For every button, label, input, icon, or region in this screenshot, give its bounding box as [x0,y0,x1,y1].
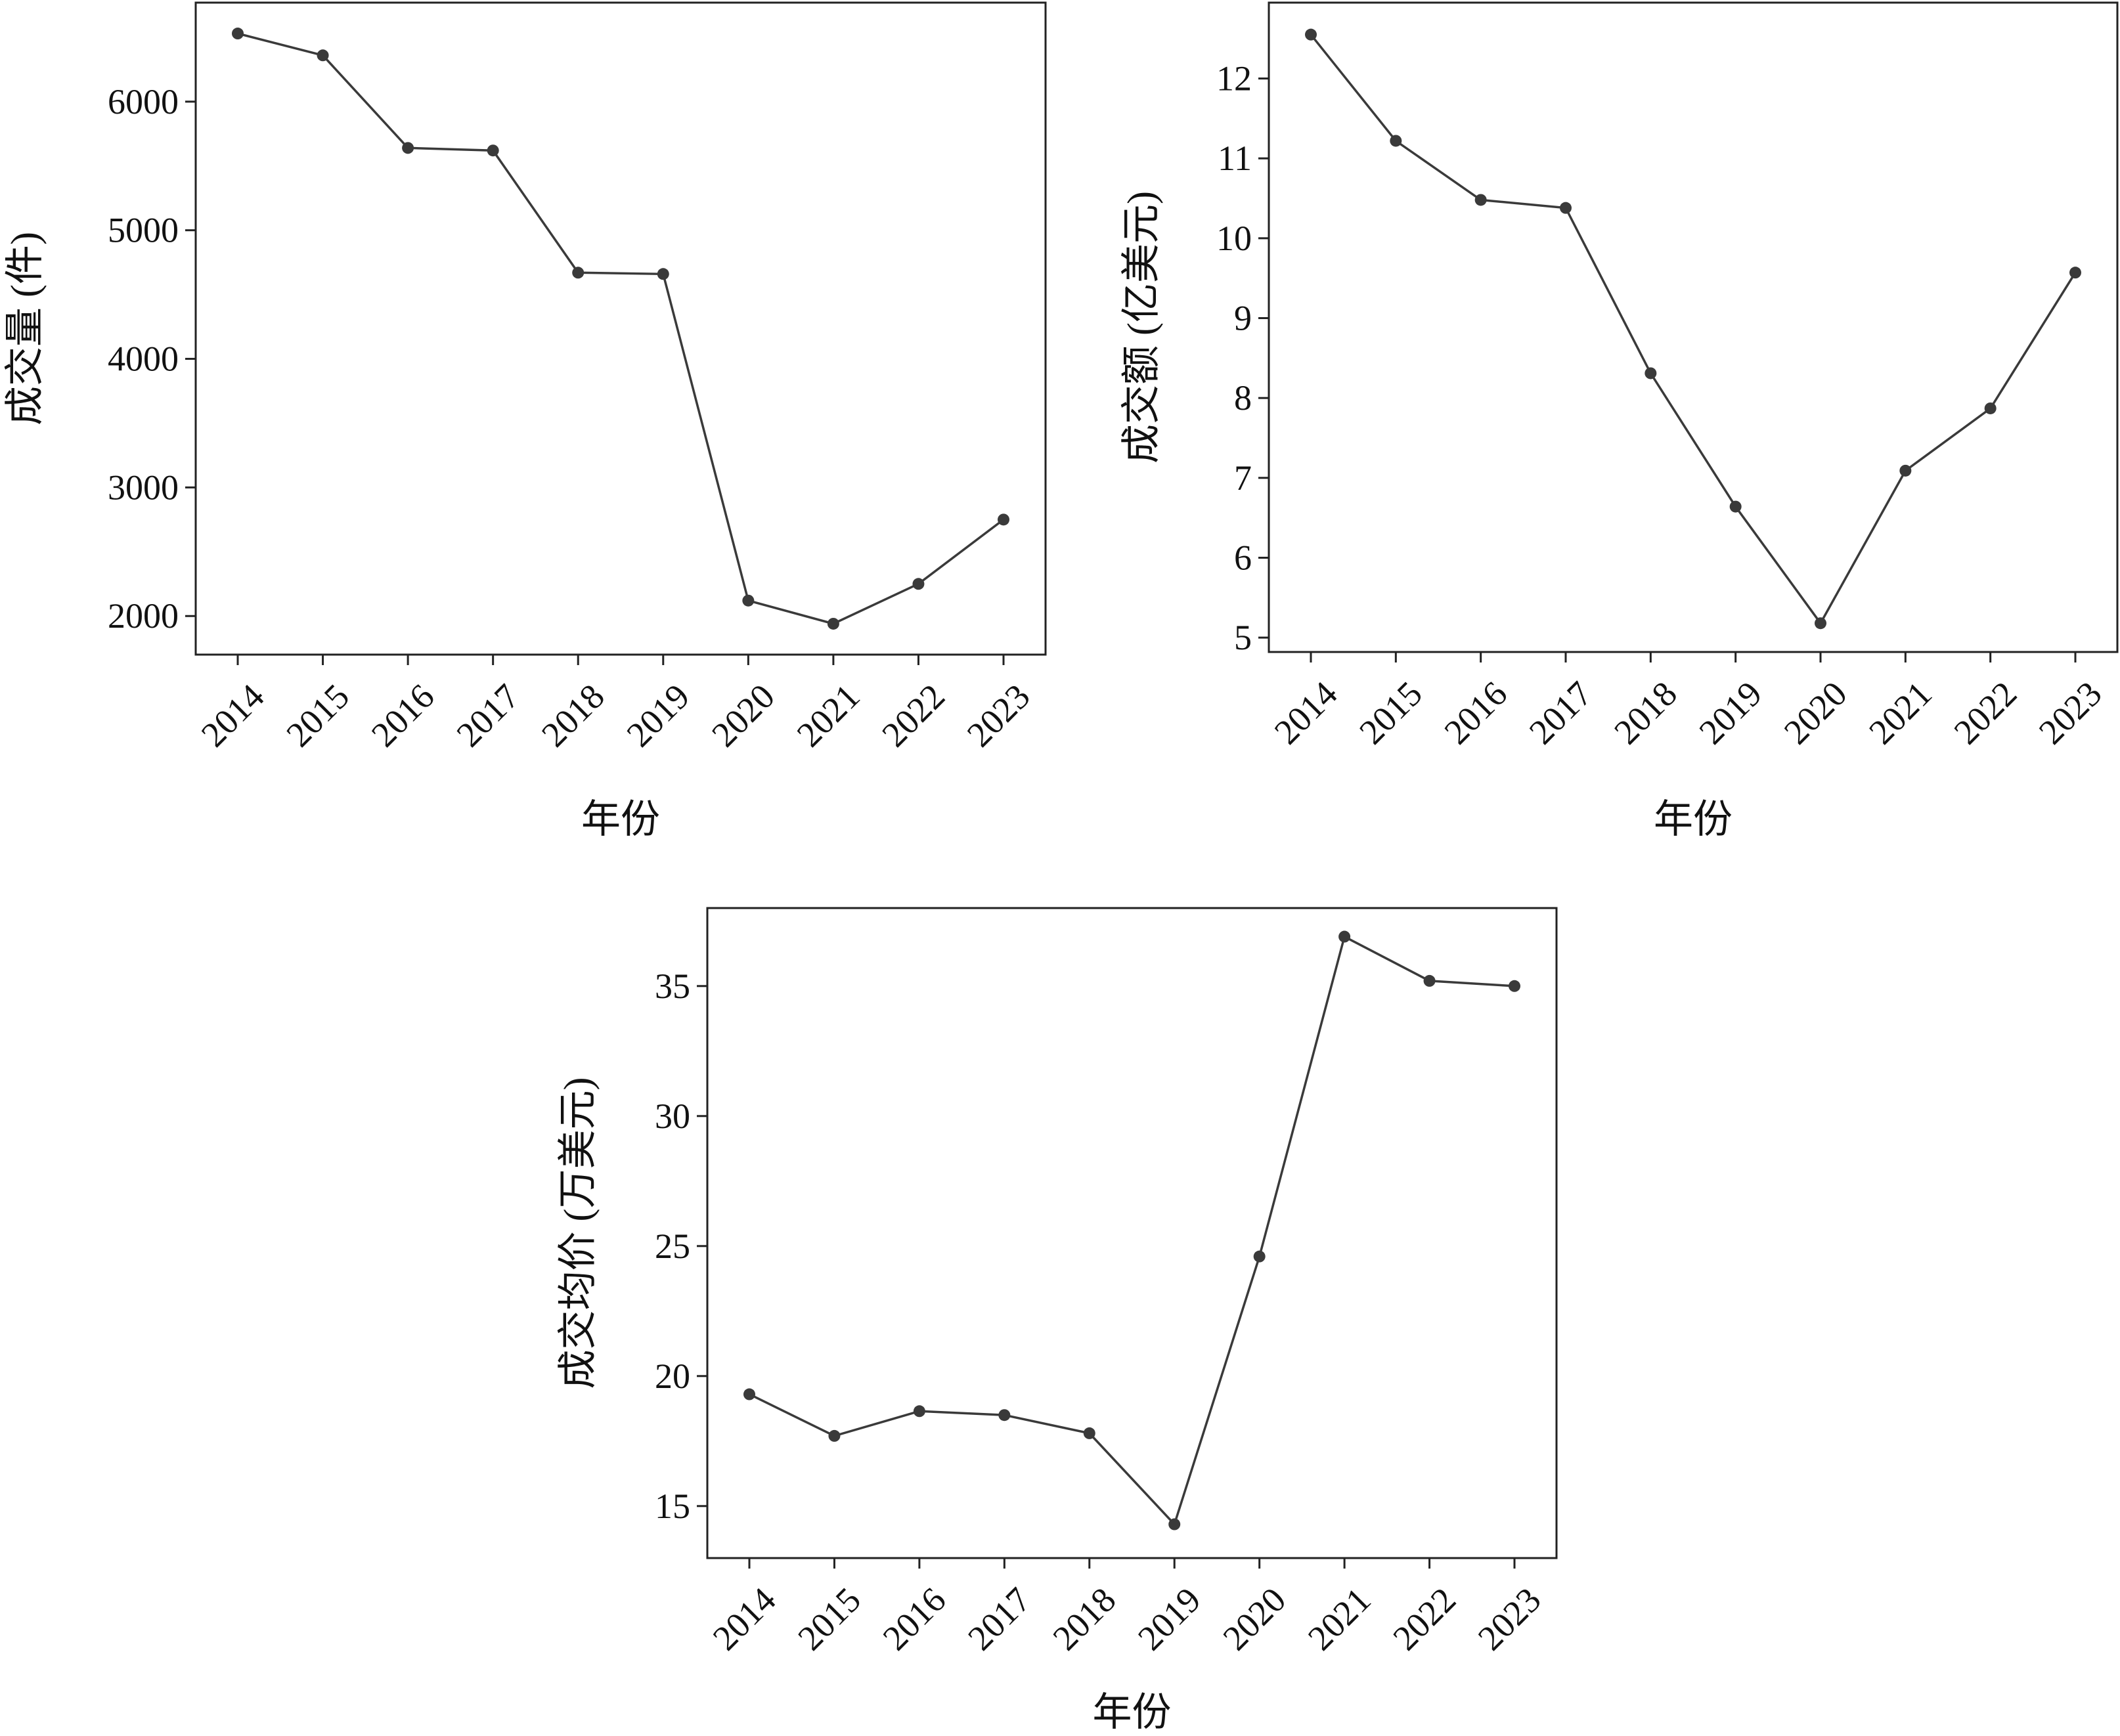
x-axis-label: 年份 [1093,1691,1172,1734]
y-tick-label: 15 [655,1486,690,1526]
x-tick-label: 2014 [1267,674,1345,752]
plot-frame [194,1,1047,656]
y-axis-label: 成交均价 (万美元) [556,1077,600,1389]
data-point-2016 [913,1405,925,1418]
x-tick-label: 2018 [1046,1580,1124,1658]
y-tick-label: 7 [1234,458,1252,498]
data-point-2014 [743,1388,755,1400]
x-tick-label: 2018 [534,676,612,754]
x-tick-label: 2017 [1522,674,1600,752]
x-tick-label: 2016 [364,676,442,754]
data-point-2023 [998,513,1009,526]
data-point-2019 [1729,500,1742,513]
x-tick-label: 2019 [1692,674,1770,752]
data-point-2016 [1474,194,1487,206]
y-tick-label: 4000 [108,339,179,379]
x-tick-label: 2017 [960,1580,1038,1658]
x-tick-label: 2015 [1352,674,1430,752]
data-point-2020 [1815,617,1826,630]
data-point-2014 [1305,28,1317,41]
x-tick-label: 2015 [278,676,357,754]
data-point-2022 [912,578,925,590]
data-point-2019 [1168,1518,1181,1530]
x-axis-label: 年份 [1654,798,1733,841]
data-point-2017 [487,144,499,157]
y-tick-label: 10 [1216,219,1252,258]
y-tick-label: 25 [655,1226,690,1266]
data-point-2020 [1253,1250,1266,1263]
x-tick-label: 2023 [960,676,1038,754]
y-tick-label: 11 [1218,139,1252,178]
plot-frame [1268,1,2119,653]
data-point-2015 [1390,135,1402,147]
x-tick-label: 2020 [1216,1580,1294,1658]
x-tick-label: 2023 [1470,1580,1549,1658]
data-point-2018 [1645,367,1657,380]
x-tick-label: 2016 [875,1580,954,1658]
x-tick-label: 2018 [1606,674,1685,752]
data-point-2017 [998,1409,1011,1421]
x-tick-label: 2023 [2031,674,2109,752]
data-point-2019 [657,268,669,280]
data-point-2016 [402,142,414,154]
y-axis-label: 成交量 (件) [3,232,47,425]
data-point-2018 [572,267,585,279]
x-tick-label: 2022 [1385,1580,1463,1658]
x-tick-label: 2019 [619,676,697,754]
data-point-2017 [1560,202,1572,214]
x-tick-label: 2021 [789,676,868,754]
data-point-2020 [742,594,755,607]
x-tick-label: 2021 [1861,674,1939,752]
x-tick-label: 2020 [1777,674,1855,752]
x-tick-label: 2014 [705,1580,784,1658]
data-point-2023 [1509,980,1520,992]
y-tick-label: 9 [1234,299,1252,338]
y-tick-label: 20 [655,1356,690,1396]
y-tick-label: 5 [1234,618,1252,657]
data-point-2022 [1984,402,1997,414]
x-tick-label: 2015 [790,1580,868,1658]
data-point-2022 [1423,974,1436,987]
x-tick-label: 2021 [1300,1580,1379,1658]
data-point-2018 [1083,1427,1095,1439]
plot-frame [706,907,1558,1559]
y-tick-label: 8 [1234,378,1252,418]
data-point-2021 [1899,464,1912,477]
x-tick-label: 2017 [449,676,527,754]
y-axis-label: 成交额 (亿美元) [1120,191,1163,464]
data-point-2015 [828,1429,841,1442]
series-line [237,32,1005,625]
y-tick-label: 35 [655,966,690,1006]
data-point-2021 [1338,930,1351,943]
y-tick-label: 6000 [108,82,179,121]
y-tick-label: 12 [1216,59,1252,98]
data-point-2014 [232,28,244,40]
x-axis-label: 年份 [581,798,660,841]
chart-transaction-volume: 2000 3000 4000 5000 6000 2014 2015 2016 2017 2018… [3,1,1047,841]
x-tick-label: 2014 [194,676,272,754]
data-point-2023 [2069,267,2081,279]
y-tick-label: 6 [1234,538,1252,577]
x-tick-label: 2022 [1947,674,2025,752]
data-point-2015 [317,49,329,62]
x-tick-label: 2020 [704,676,782,754]
x-tick-label: 2022 [874,676,952,754]
y-tick-label: 2000 [108,596,179,636]
series-line [749,935,1515,1527]
x-tick-label: 2016 [1437,674,1515,752]
y-tick-label: 3000 [108,467,179,507]
x-tick-label: 2019 [1130,1580,1208,1658]
series-line [1310,33,2077,626]
data-point-2021 [827,617,839,630]
y-tick-label: 30 [655,1096,690,1136]
y-tick-label: 5000 [108,211,179,250]
